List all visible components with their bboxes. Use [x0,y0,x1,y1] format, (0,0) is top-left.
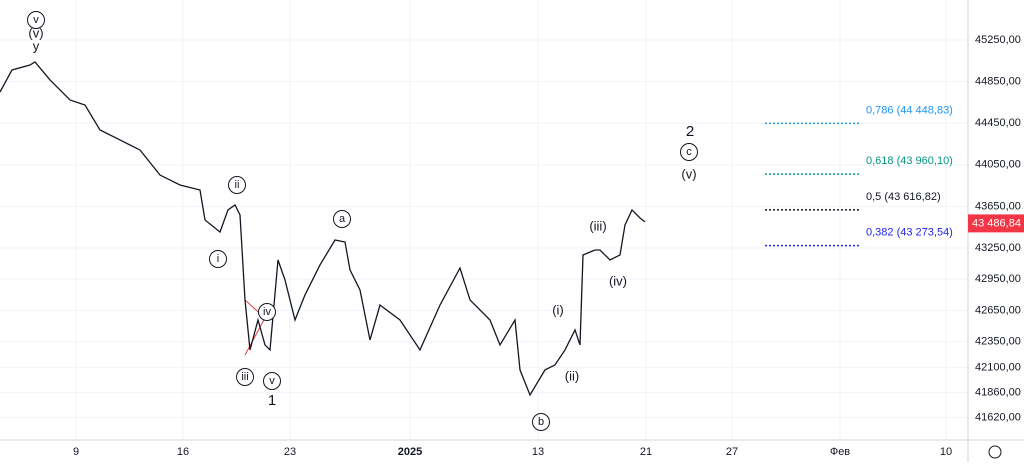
wave-circle [263,372,281,390]
wave-label: c [686,146,692,158]
wave-label: (v) [681,166,696,181]
x-tick-label: 2025 [398,446,422,458]
wave-label: 2 [686,123,694,140]
wave-label: (iv) [609,273,627,288]
wave-label: (i) [552,302,564,317]
wave-label: 1 [268,392,276,409]
wave-label: a [339,213,346,225]
y-tick-label: 45250,00 [975,34,1021,46]
wave-circle [228,176,246,194]
y-tick-label: 41860,00 [975,386,1021,398]
wave-circle [680,143,698,161]
wave-label: ii [235,179,240,191]
wave-label: i [217,253,219,265]
grid [0,0,968,440]
wave-circle [333,210,351,228]
x-tick-label: 16 [177,446,189,458]
y-tick-label: 44050,00 [975,159,1021,171]
wave-circle [27,11,45,29]
y-tick-label: 43650,00 [975,200,1021,212]
x-tick-label: 9 [73,446,79,458]
x-tick-label: 27 [726,446,738,458]
wave-circle [236,368,254,386]
fib-label: 0,786 (44 448,83) [866,104,953,116]
wave-label: v [33,14,39,26]
last-price-label: 43 486,84 [972,217,1021,229]
last-price-tag [968,214,1024,233]
wave-label: iv [263,306,271,318]
y-tick-label: 43250,00 [975,242,1021,254]
fib-label: 0,618 (43 960,10) [866,155,953,167]
wave-circle [532,413,550,431]
wave-circle [258,303,276,321]
y-tick-label: 41620,00 [975,411,1021,423]
settings-icon[interactable] [988,445,1002,459]
x-tick-label: 13 [532,446,544,458]
y-tick-label: 42650,00 [975,304,1021,316]
wave-label: (iii) [589,218,606,233]
wave-circle [209,250,227,268]
wave-label: iii [241,371,248,383]
y-tick-label: 44450,00 [975,117,1021,129]
wave-label: (ii) [565,368,579,383]
y-tick-label: 44850,00 [975,76,1021,88]
x-tick-label: Фев [830,446,850,458]
y-tick-label: 42950,00 [975,273,1021,285]
y-tick-label: 42350,00 [975,336,1021,348]
price-line [0,61,646,397]
x-tick-label: 23 [284,446,296,458]
wave-label: b [538,416,544,428]
fib-label: 0,382 (43 273,54) [866,226,953,238]
wave-label: y [33,38,40,53]
x-tick-label: 21 [640,446,652,458]
fib-label: 0,5 (43 616,82) [866,191,941,203]
y-tick-label: 42100,00 [975,362,1021,374]
x-tick-label: 10 [940,446,952,458]
wave-label: (v) [28,25,43,40]
wave-label: v [269,375,275,387]
